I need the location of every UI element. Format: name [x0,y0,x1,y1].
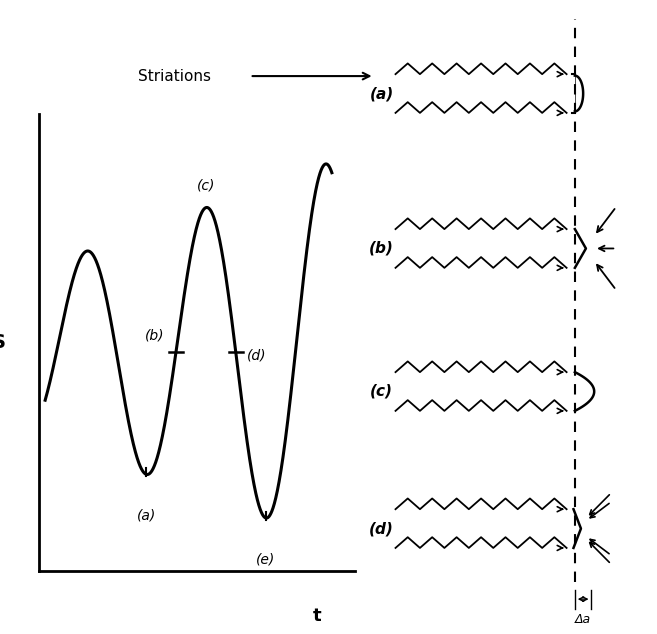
Text: (d): (d) [247,349,267,363]
Text: (b): (b) [369,241,394,256]
Text: (e): (e) [256,552,275,566]
Text: (c): (c) [196,178,215,192]
Text: t: t [313,607,321,625]
Text: (a): (a) [137,508,156,522]
Text: Δa: Δa [575,613,591,626]
Text: (b): (b) [145,328,164,342]
Text: S: S [0,333,5,352]
Text: (a): (a) [370,86,394,101]
Text: (d): (d) [369,521,394,536]
Text: Striations: Striations [138,68,211,84]
Text: (c): (c) [370,384,394,399]
